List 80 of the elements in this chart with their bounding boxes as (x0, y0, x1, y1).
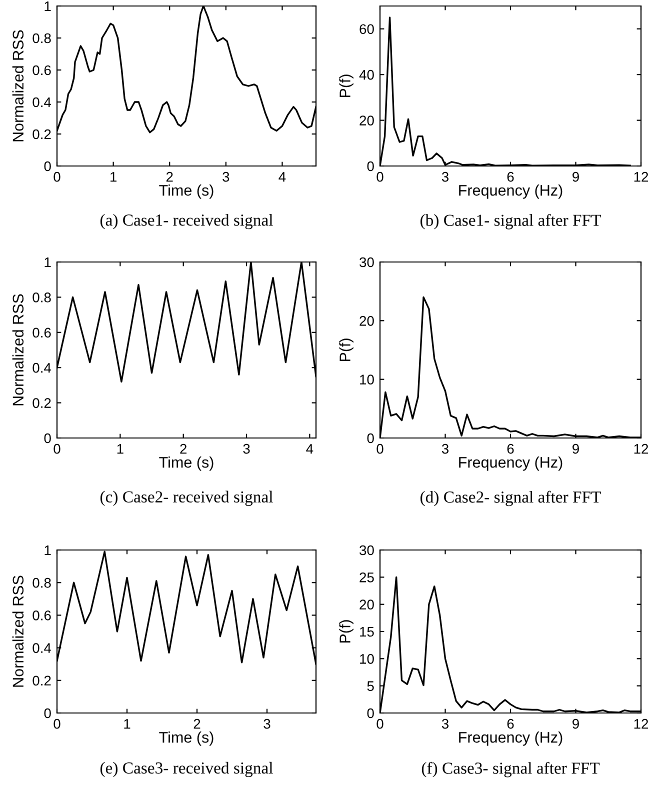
y-tick-label: 0 (367, 708, 374, 718)
x-tick-label: 0 (376, 172, 384, 182)
x-tick-label: 3 (264, 718, 270, 729)
text: (b) Case1- signal after FFT (420, 214, 601, 230)
y-tick-label: 0.6 (32, 328, 51, 338)
x-tick-label: 0 (54, 718, 60, 729)
y-tick-label: 0 (367, 161, 374, 172)
x-tick-label: 0 (54, 444, 60, 454)
x-tick-label: 3 (442, 172, 448, 182)
x-tick-label: 9 (572, 718, 579, 729)
y-tick-label: 20 (360, 116, 374, 126)
y-tick-label: 10 (360, 374, 374, 385)
y-axis-title: Normalized RSS (12, 576, 24, 687)
text: (d) Case2- signal after FFT (420, 490, 601, 506)
y-tick-label: 0 (44, 708, 51, 718)
x-tick-label: 3 (243, 444, 250, 454)
y-tick-label: 30 (360, 257, 374, 268)
x-tick-label: 9 (572, 444, 579, 454)
y-axis-title: Normalized RSS (12, 30, 24, 142)
y-tick-label: 20 (360, 316, 374, 326)
y-tick-label: 60 (360, 24, 374, 34)
x-tick-label: 9 (572, 172, 579, 182)
x-tick-label: 4 (278, 172, 286, 182)
y-tick-label: 0 (44, 433, 51, 444)
x-tick-label: 6 (507, 718, 514, 729)
x-tick-label: 3 (442, 444, 448, 454)
y-tick-label: 25 (360, 572, 374, 582)
y-tick-label: 30 (360, 545, 374, 556)
x-tick-label: 12 (634, 718, 648, 729)
y-tick-label: 40 (359, 70, 374, 80)
text: (c) Case2- received signal (100, 490, 273, 506)
y-tick-label: 0.8 (32, 292, 51, 302)
x-tick-label: 12 (634, 444, 648, 454)
y-tick-label: 0.4 (32, 97, 52, 108)
y-tick-label: 0 (367, 433, 374, 444)
y-tick-label: 1 (44, 545, 51, 556)
x-axis-title: Frequency (Hz) (459, 184, 562, 199)
y-axis-title: Normalized RSS (12, 294, 24, 406)
y-tick-label: 10 (360, 654, 374, 664)
x-tick-label: 6 (507, 444, 514, 454)
y-tick-label: 0.8 (32, 578, 51, 588)
y-tick-label: 1 (44, 1, 51, 12)
y-tick-label: 0 (44, 161, 51, 172)
y-tick-label: 5 (367, 681, 374, 692)
y-axis-title: P(f) (339, 74, 354, 98)
y-tick-label: 0.2 (32, 676, 51, 686)
y-tick-label: 15 (360, 626, 374, 637)
y-tick-label: 0.6 (32, 610, 51, 620)
x-tick-label: 0 (376, 444, 384, 454)
x-axis-title: Time (s) (159, 456, 214, 471)
x-tick-label: 0 (376, 718, 384, 729)
x-tick-label: 0 (54, 172, 60, 182)
x-tick-label: 1 (124, 719, 130, 729)
x-tick-label: 1 (110, 172, 116, 182)
x-tick-label: 12 (634, 172, 648, 182)
x-tick-label: 2 (166, 172, 173, 182)
x-tick-label: 3 (442, 718, 448, 729)
text: (e) Case3- received signal (100, 762, 273, 778)
text: (a) Case1- received signal (100, 214, 273, 230)
x-axis-title: Time (s) (159, 184, 214, 199)
y-tick-label: 0.2 (32, 398, 51, 408)
x-tick-label: 3 (222, 172, 230, 182)
y-tick-label: 0.6 (32, 65, 51, 76)
y-axis-title: P(f) (339, 620, 354, 643)
y-tick-label: 0.8 (32, 33, 51, 44)
y-tick-label: 0.2 (32, 129, 51, 140)
x-axis-title: Time (s) (159, 732, 214, 746)
text: (f) Case3- signal after FFT (422, 762, 600, 778)
y-axis-title: P(f) (339, 338, 354, 362)
y-tick-label: 1 (44, 257, 51, 268)
x-axis-title: Frequency (Hz) (459, 456, 562, 471)
x-tick-label: 2 (180, 444, 187, 454)
x-tick-label: 2 (194, 718, 200, 729)
x-tick-label: 1 (117, 444, 124, 454)
y-tick-label: 0.4 (32, 643, 52, 653)
y-tick-label: 0.4 (32, 362, 52, 373)
x-tick-label: 4 (306, 444, 314, 454)
x-tick-label: 6 (507, 172, 514, 182)
y-tick-label: 20 (360, 600, 374, 610)
x-axis-title: Frequency (Hz) (459, 732, 562, 746)
